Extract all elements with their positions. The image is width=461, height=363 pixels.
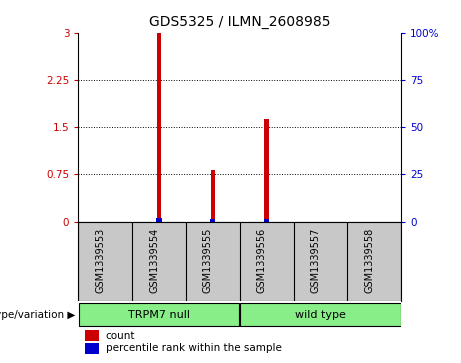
FancyBboxPatch shape [79, 303, 239, 326]
Text: TRPM7 null: TRPM7 null [128, 310, 190, 320]
Text: GSM1339558: GSM1339558 [364, 228, 374, 293]
Text: GSM1339555: GSM1339555 [203, 228, 213, 293]
Bar [157, 33, 161, 221]
FancyBboxPatch shape [85, 343, 100, 354]
Text: GSM1339556: GSM1339556 [257, 228, 266, 293]
Text: genotype/variation ▶: genotype/variation ▶ [0, 310, 75, 320]
Bar [211, 170, 215, 221]
FancyBboxPatch shape [85, 330, 100, 341]
Bar [210, 219, 215, 224]
Text: GSM1339554: GSM1339554 [149, 228, 159, 293]
Text: GSM1339553: GSM1339553 [95, 228, 105, 293]
Title: GDS5325 / ILMN_2608985: GDS5325 / ILMN_2608985 [149, 15, 331, 29]
FancyBboxPatch shape [240, 303, 401, 326]
Text: percentile rank within the sample: percentile rank within the sample [106, 343, 282, 353]
Text: wild type: wild type [295, 310, 346, 320]
Text: count: count [106, 330, 135, 340]
Bar [156, 218, 162, 223]
Bar [265, 119, 269, 221]
Text: GSM1339557: GSM1339557 [310, 228, 320, 293]
Bar [264, 219, 269, 223]
